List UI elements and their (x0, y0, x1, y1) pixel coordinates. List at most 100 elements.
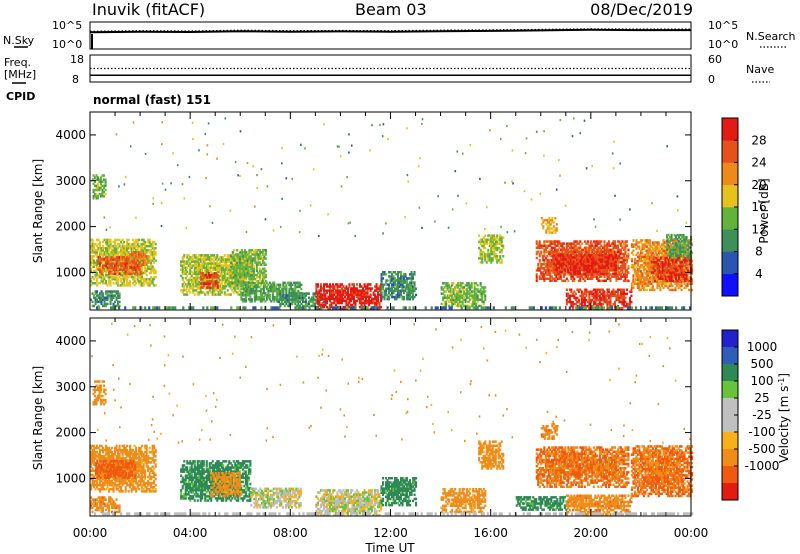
power-data-cell (276, 300, 279, 303)
power-data-cell (96, 290, 99, 293)
power-data-cell (573, 248, 576, 252)
power-data-cell (112, 282, 115, 285)
power-data-cell (247, 281, 250, 285)
power-data-cell (589, 264, 592, 267)
power-data-cell (351, 283, 354, 286)
power-data-cell (204, 293, 207, 296)
power-data-cell (297, 296, 300, 299)
power-data-cell (463, 304, 466, 308)
power-data-cell (94, 242, 97, 246)
power-data-cell (622, 258, 625, 262)
power-data-cell (141, 255, 144, 258)
power-data-cell (96, 238, 99, 242)
power-data-cell (352, 283, 355, 286)
power-data-cell (358, 293, 361, 296)
power-data-cell (328, 291, 331, 294)
power-data-cell (136, 264, 139, 267)
power-data-cell (195, 280, 198, 284)
power-data-cell (469, 284, 472, 287)
power-data-cell (577, 270, 580, 274)
power-data-cell (612, 302, 615, 306)
power-data-cell (186, 270, 189, 274)
power-data-cell (211, 291, 214, 294)
power-data-cell (280, 287, 283, 291)
power-data-cell (458, 298, 461, 301)
power-data-cell (187, 264, 190, 267)
power-data-cell (204, 282, 207, 285)
power-data-cell (228, 264, 231, 267)
power-data-cell (247, 291, 250, 295)
power-data-cell (484, 296, 487, 299)
power-data-cell (105, 290, 108, 293)
power-data-cell (141, 253, 144, 256)
power-data-cell (607, 248, 610, 252)
power-data-cell (259, 296, 262, 299)
power-data-cell (397, 283, 400, 286)
power-data-cell (573, 277, 576, 280)
power-data-cell (97, 282, 100, 285)
power-data-cell (318, 307, 321, 311)
power-data-cell (264, 251, 267, 254)
power-data-cell (378, 293, 381, 296)
power-data-cell (546, 258, 549, 262)
power-data-cell (388, 289, 391, 293)
power-data-cell (400, 283, 403, 286)
power-data-cell (579, 250, 582, 254)
power-data-cell (148, 265, 151, 268)
power-data-cell (210, 266, 213, 269)
power-data-cell (484, 240, 487, 244)
power-data-cell (475, 298, 478, 301)
power-data-cell (282, 298, 285, 301)
power-data-cell (603, 240, 606, 243)
power-data-cell (616, 254, 619, 258)
power-data-cell (261, 287, 264, 291)
power-data-cell (217, 268, 220, 271)
power-data-cell (97, 300, 100, 304)
power-data-cell (303, 292, 306, 295)
power-data-cell (400, 275, 403, 278)
power-data-cell (236, 261, 239, 264)
power-data-cell (105, 273, 108, 277)
power-data-cell (382, 295, 385, 299)
power-data-cell (232, 287, 235, 290)
power-data-cell (563, 260, 566, 263)
power-data-cell (571, 294, 574, 298)
power-data-cell (216, 278, 219, 282)
power-data-cell (216, 256, 219, 259)
power-data-cell (412, 297, 415, 301)
power-data-cell (556, 266, 559, 269)
power-data-cell (136, 249, 139, 252)
power-data-cell (633, 268, 636, 271)
power-data-cell (633, 243, 636, 246)
power-data-cell (133, 284, 136, 287)
power-data-cell (618, 256, 621, 260)
power-data-cell (557, 270, 560, 274)
power-data-cell (315, 287, 318, 290)
power-data-cell (214, 266, 217, 269)
power-data-cell (255, 261, 258, 264)
power-data-cell (605, 266, 608, 269)
power-data-cell (615, 290, 618, 293)
power-data-cell (413, 289, 416, 293)
power-data-cell (464, 300, 467, 304)
power-data-cell (406, 287, 409, 290)
power-data-cell (261, 296, 264, 299)
power-data-cell (198, 280, 201, 284)
power-data-cell (581, 262, 584, 265)
power-data-cell (265, 281, 268, 285)
power-data-cell (494, 242, 497, 246)
power-data-cell (205, 266, 208, 269)
power-data-cell (322, 300, 325, 304)
power-data-cell (601, 256, 604, 259)
power-data-cell (636, 241, 639, 244)
power-data-cell (234, 273, 237, 277)
power-data-cell (209, 282, 212, 285)
power-data-cell (391, 277, 394, 280)
power-data-cell (574, 246, 577, 249)
power-data-cell (406, 277, 409, 280)
power-data-cell (105, 251, 108, 254)
power-data-cell (111, 277, 114, 281)
power-data-cell (493, 246, 496, 250)
power-data-cell (598, 258, 601, 261)
